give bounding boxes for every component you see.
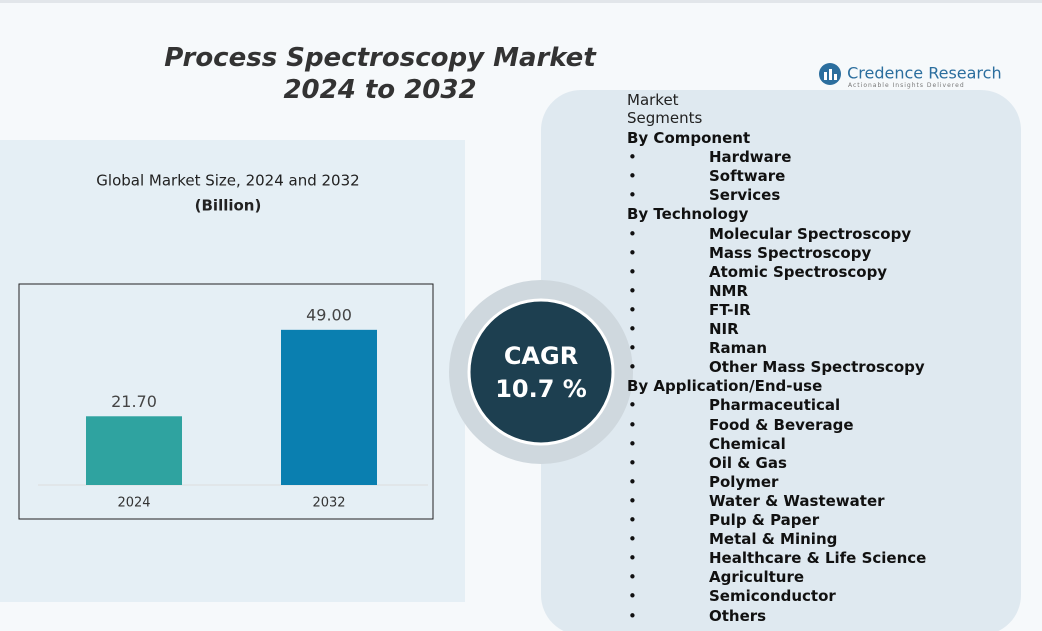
segment-item: Agriculture <box>709 568 805 587</box>
segment-item: FT-IR <box>709 300 751 319</box>
bar <box>86 416 182 485</box>
cagr-value: 10.7 % <box>495 375 587 403</box>
group-heading: By Technology <box>627 205 749 224</box>
cagr-label: CAGR <box>504 342 578 370</box>
logo-name: Credence Research <box>847 63 1002 83</box>
title-line: Process Spectroscopy Market <box>164 43 596 73</box>
title: Process Spectroscopy Market 2024 to 2032 <box>150 42 610 106</box>
bullet: • <box>628 262 637 281</box>
bullet: • <box>628 606 637 625</box>
value-label: 49.00 <box>306 305 352 324</box>
segment-item: Food & Beverage <box>709 415 854 434</box>
segment-item: Healthcare & Life Science <box>709 549 927 568</box>
left-panel <box>0 140 465 602</box>
bullet: • <box>628 167 637 186</box>
top-border <box>0 0 1042 3</box>
bullet: • <box>628 491 637 510</box>
segment-item: Chemical <box>709 434 786 453</box>
bullet: • <box>628 587 637 606</box>
bullet: • <box>628 224 637 243</box>
bullet: • <box>628 530 637 549</box>
bullet: • <box>628 549 637 568</box>
bullet: • <box>628 300 637 319</box>
bar <box>281 329 377 485</box>
group-heading: By Component <box>627 129 751 147</box>
segment-item: Polymer <box>709 472 779 491</box>
segment-item: Metal & Mining <box>709 530 838 549</box>
bullet: • <box>628 453 637 472</box>
cagr-circle <box>467 298 615 446</box>
bullet: • <box>628 358 637 377</box>
bullet: • <box>628 339 637 358</box>
segment-item: Atomic Spectroscopy <box>709 262 888 281</box>
segment-item: Water & Wastewater <box>709 491 885 510</box>
bullet: • <box>628 396 637 415</box>
segment-item: Raman <box>709 339 768 358</box>
segment-item: Hardware <box>709 148 792 167</box>
segment-item: Pharmaceutical <box>709 396 841 415</box>
segment-item: Others <box>709 606 767 625</box>
value-label: 21.70 <box>111 392 157 411</box>
segment-item: Other Mass Spectroscopy <box>709 358 925 377</box>
bullet: • <box>628 511 637 529</box>
x-tick-label: 2032 <box>312 496 345 511</box>
segment-item: Semiconductor <box>709 587 836 606</box>
segment-item: Pulp & Paper <box>709 511 820 529</box>
bullet: • <box>628 568 637 587</box>
segments-title: Market Segments <box>627 91 703 127</box>
bullet: • <box>628 148 637 167</box>
bullet: • <box>628 434 637 453</box>
x-tick-label: 2024 <box>117 496 150 511</box>
segment-item: Software <box>709 167 786 186</box>
bullet: • <box>628 415 637 434</box>
chart-frame <box>18 283 434 520</box>
segment-item: Oil & Gas <box>709 453 787 472</box>
segment-item: Molecular Spectroscopy <box>709 224 912 243</box>
bullet: • <box>628 320 637 338</box>
segment-item: Mass Spectroscopy <box>709 243 872 262</box>
logo-icon <box>819 63 841 85</box>
segment-item: Services <box>709 186 781 205</box>
group-heading: By Application/End-use <box>627 377 823 396</box>
title-line: 2024 to 2032 <box>283 75 477 105</box>
chart-title: Global Market Size, 2024 and 2032 <box>96 172 359 190</box>
bullet: • <box>628 281 637 300</box>
logo: Credence Research Actionable Insights De… <box>818 62 1002 89</box>
bullet: • <box>628 243 637 262</box>
chart-subtitle: (Billion) <box>195 197 262 215</box>
segment-item: NIR <box>709 320 739 338</box>
bullet: • <box>628 186 637 205</box>
segment-item: NMR <box>709 281 749 300</box>
bullet: • <box>628 472 637 491</box>
logo-tagline: Actionable Insights Delivered <box>848 82 965 89</box>
